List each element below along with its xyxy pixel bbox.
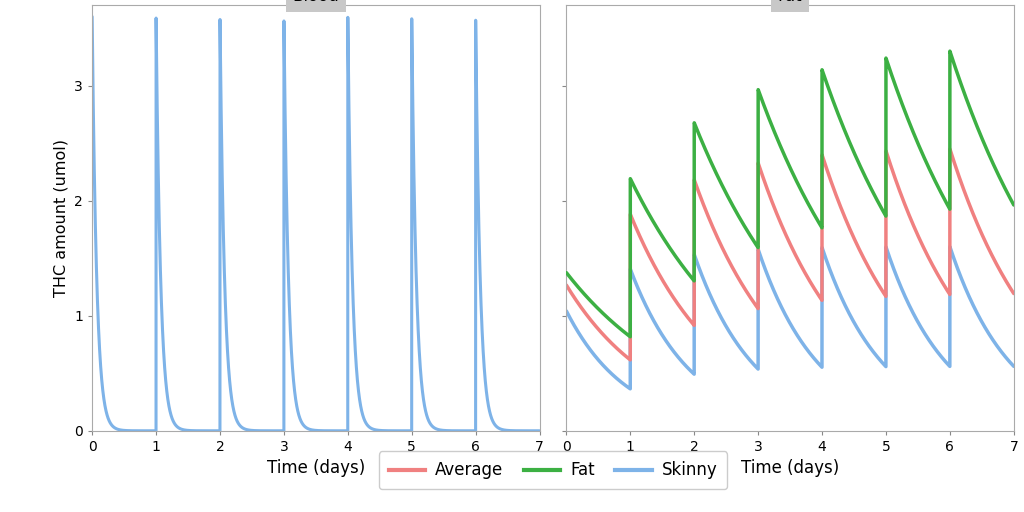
Legend: Average, Fat, Skinny: Average, Fat, Skinny	[379, 452, 727, 489]
X-axis label: Time (days): Time (days)	[266, 459, 365, 477]
Title: Blood: Blood	[293, 0, 339, 5]
Title: Fat: Fat	[778, 0, 803, 5]
Y-axis label: THC amount (umol): THC amount (umol)	[53, 139, 69, 297]
X-axis label: Time (days): Time (days)	[741, 459, 840, 477]
